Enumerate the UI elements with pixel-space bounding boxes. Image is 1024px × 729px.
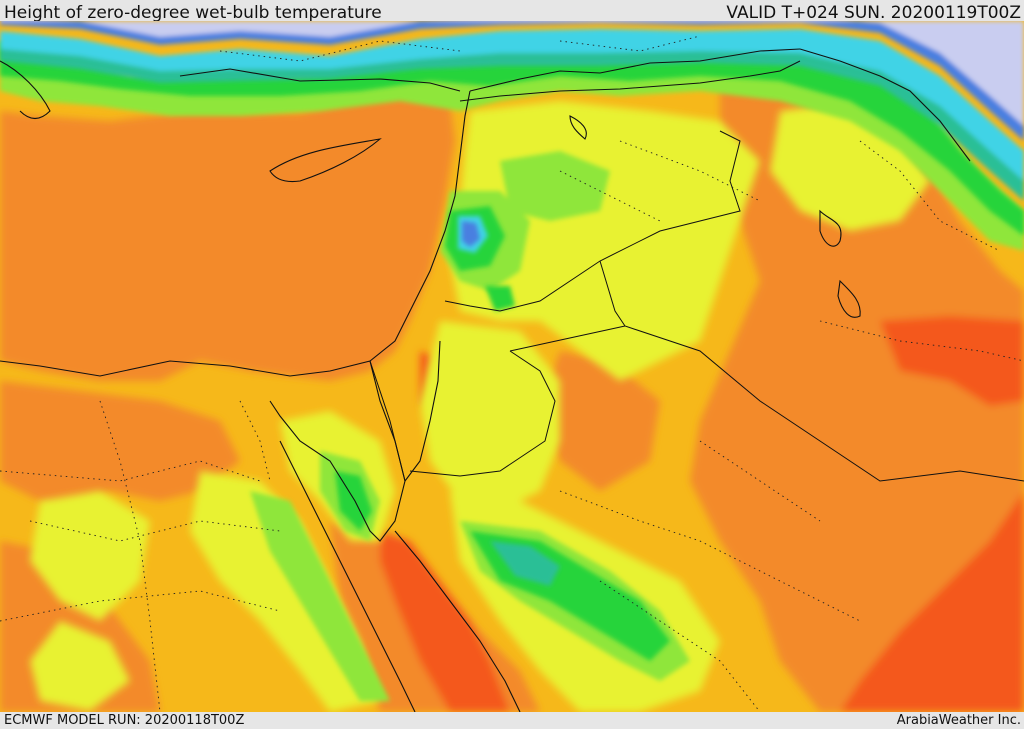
field-lavender-north	[0, 21, 1024, 126]
field-green-coast	[0, 41, 1024, 236]
political-borders	[369, 60, 1024, 482]
field-red-orange-east	[880, 316, 1024, 406]
field-orange-egypt	[0, 381, 240, 511]
field-teal-coast	[0, 36, 1024, 201]
field-red-orange-hejaz	[380, 531, 510, 712]
field-orange-central	[540, 351, 660, 491]
header-bar: Height of zero-degree wet-bulb temperatu…	[0, 0, 1024, 23]
weather-map[interactable]	[0, 21, 1024, 712]
footer-bar: ECMWF MODEL RUN: 20200118T00Z ArabiaWeat…	[0, 712, 1024, 729]
field-lightgreen-syria	[500, 151, 610, 221]
field-red-orange-southeast	[840, 491, 1024, 712]
credit-label: ArabiaWeather Inc.	[896, 713, 1021, 728]
admin-boundaries	[0, 35, 1024, 712]
field-lightgreen-egypt-mtn	[250, 491, 390, 701]
field-orange-mediterranean	[0, 91, 455, 381]
field-orange-east	[690, 76, 1024, 712]
map-title: Height of zero-degree wet-bulb temperatu…	[4, 3, 382, 23]
coastlines	[0, 48, 971, 712]
field-cyan-coast	[0, 29, 1024, 181]
field-green-jordan-spot	[485, 286, 515, 311]
field-teal-hejaz	[490, 541, 560, 586]
map-canvas	[0, 21, 1024, 712]
field-blue-lebanon	[462, 221, 480, 247]
valid-time: VALID T+024 SUN. 20200119T00Z	[726, 3, 1021, 23]
field-yellow-jordan	[420, 321, 560, 511]
field-yellow-egypt-west	[30, 491, 150, 621]
field-yellow-lower-left	[30, 621, 130, 711]
model-run-label: ECMWF MODEL RUN: 20200118T00Z	[4, 713, 245, 728]
